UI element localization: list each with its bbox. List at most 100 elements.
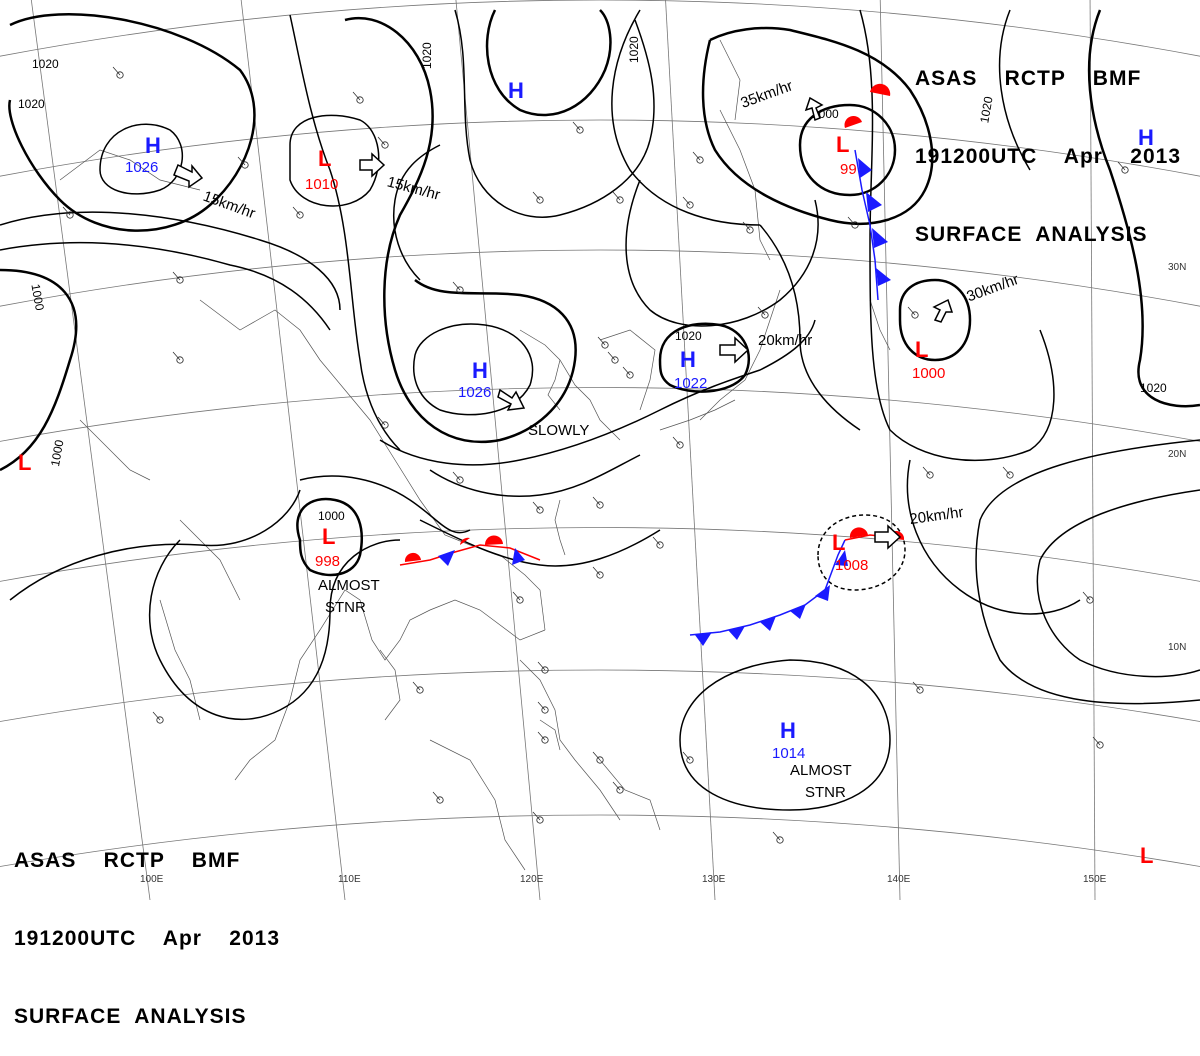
station-circle	[911, 311, 919, 319]
footer-line: ASAS RCTP BMF	[14, 849, 241, 872]
wind-barb	[1002, 466, 1011, 476]
station-circle	[416, 686, 424, 694]
lat-label: 10N	[1168, 642, 1186, 653]
footer-line: 191200UTC Apr 2013	[14, 927, 281, 950]
station-circle	[516, 596, 524, 604]
speed-label: 20km/hr	[908, 504, 964, 528]
wind-barb	[682, 751, 691, 761]
wind-barb	[412, 681, 421, 691]
speed-label: 35km/hr	[738, 77, 795, 112]
isobar-label: 1000	[48, 438, 66, 467]
high-center-letter: H	[1138, 125, 1154, 150]
note-text: STNR	[805, 784, 846, 801]
note-text: ALMOST	[790, 762, 852, 779]
isobar-label: 1020	[627, 36, 641, 63]
footer-line: SURFACE ANALYSIS	[14, 1005, 247, 1028]
high-center-value: 1026	[125, 159, 158, 176]
wind-barb	[352, 91, 361, 101]
wind-barb	[912, 681, 921, 691]
speed-label: 30km/hr	[964, 271, 1021, 306]
high-center-value: 1022	[674, 375, 707, 392]
isobar-label: 1000	[318, 509, 345, 523]
low-center-value: 1008	[835, 557, 868, 574]
low-center-value: 99	[840, 161, 857, 178]
station-circle	[536, 196, 544, 204]
station-circle	[576, 126, 584, 134]
high-center-letter: H	[472, 358, 488, 383]
wind-barb	[1092, 736, 1101, 746]
station-circle	[611, 356, 619, 364]
wind-barb	[532, 191, 541, 201]
station-circle	[686, 756, 694, 764]
station-circle	[656, 541, 664, 549]
station-circle	[596, 571, 604, 579]
footer-title-block: ASAS RCTP BMF 191200UTC Apr 2013 SURFACE…	[14, 796, 280, 1056]
wind-barb	[682, 196, 691, 206]
wind-barb	[537, 731, 546, 741]
wind-barb	[597, 336, 606, 346]
wind-barb	[742, 221, 751, 231]
isobar-label: 1020	[1140, 381, 1167, 395]
station-circle	[116, 71, 124, 79]
station-circle	[601, 341, 609, 349]
weather-map: 100E 110E 120E 130E 140E 150E 30N 20N 10…	[0, 0, 1200, 900]
station-circle	[156, 716, 164, 724]
header-title-block: ASAS RCTP BMF 191200UTC Apr 2013 SURFACE…	[915, 14, 1181, 274]
low-center-value: 998	[315, 553, 340, 570]
cold-front-northeast	[854, 149, 879, 301]
station-circle	[541, 666, 549, 674]
high-center-letter: H	[508, 78, 524, 103]
high-center-value: 1026	[458, 384, 491, 401]
speed-label: 15km/hr	[201, 188, 258, 223]
station-circle	[1096, 741, 1104, 749]
wind-barb	[377, 416, 386, 426]
low-center-letter: L	[1140, 843, 1153, 868]
wind-barb	[907, 306, 916, 316]
wind-barb	[772, 831, 781, 841]
wind-barb	[292, 206, 301, 216]
lon-label: 150E	[1083, 874, 1107, 885]
station-circle	[616, 196, 624, 204]
wind-barb	[537, 701, 546, 711]
station-circle	[696, 156, 704, 164]
speed-label: SLOWLY	[528, 422, 589, 439]
high-center-value: 1014	[772, 745, 805, 762]
low-center-letter: L	[915, 337, 928, 362]
wind-barb	[377, 136, 386, 146]
station-circle	[381, 421, 389, 429]
notes: ALMOST STNR ALMOST STNR	[318, 577, 852, 801]
station-circle	[176, 276, 184, 284]
wind-barb	[537, 661, 546, 671]
low-center-letter: L	[18, 450, 31, 475]
lon-label: 140E	[887, 874, 911, 885]
station-circle	[1121, 166, 1129, 174]
wind-barb	[692, 151, 701, 161]
note-text: ALMOST	[318, 577, 380, 594]
speed-label: 20km/hr	[758, 332, 812, 349]
station-circle	[746, 226, 754, 234]
wind-barb	[432, 791, 441, 801]
graticule	[0, 0, 1200, 900]
station-circle	[176, 356, 184, 364]
wind-barb	[152, 711, 161, 721]
station-circle	[626, 371, 634, 379]
station-circle	[916, 686, 924, 694]
station-plots	[62, 66, 1129, 844]
wind-barb	[237, 156, 246, 166]
station-circle	[66, 211, 74, 219]
station-circle	[381, 141, 389, 149]
wind-barb	[847, 216, 856, 226]
wind-barb	[1082, 591, 1091, 601]
wind-barb	[592, 496, 601, 506]
wind-barb	[112, 66, 121, 76]
low-center-value: 1010	[305, 176, 338, 193]
station-circle	[436, 796, 444, 804]
station-circle	[296, 211, 304, 219]
wind-barb	[532, 811, 541, 821]
station-circle	[536, 816, 544, 824]
motion-arrows	[173, 96, 954, 550]
wind-barb	[592, 751, 601, 761]
wind-barb	[1117, 161, 1126, 171]
wind-barb	[922, 466, 931, 476]
station-circle	[241, 161, 249, 169]
